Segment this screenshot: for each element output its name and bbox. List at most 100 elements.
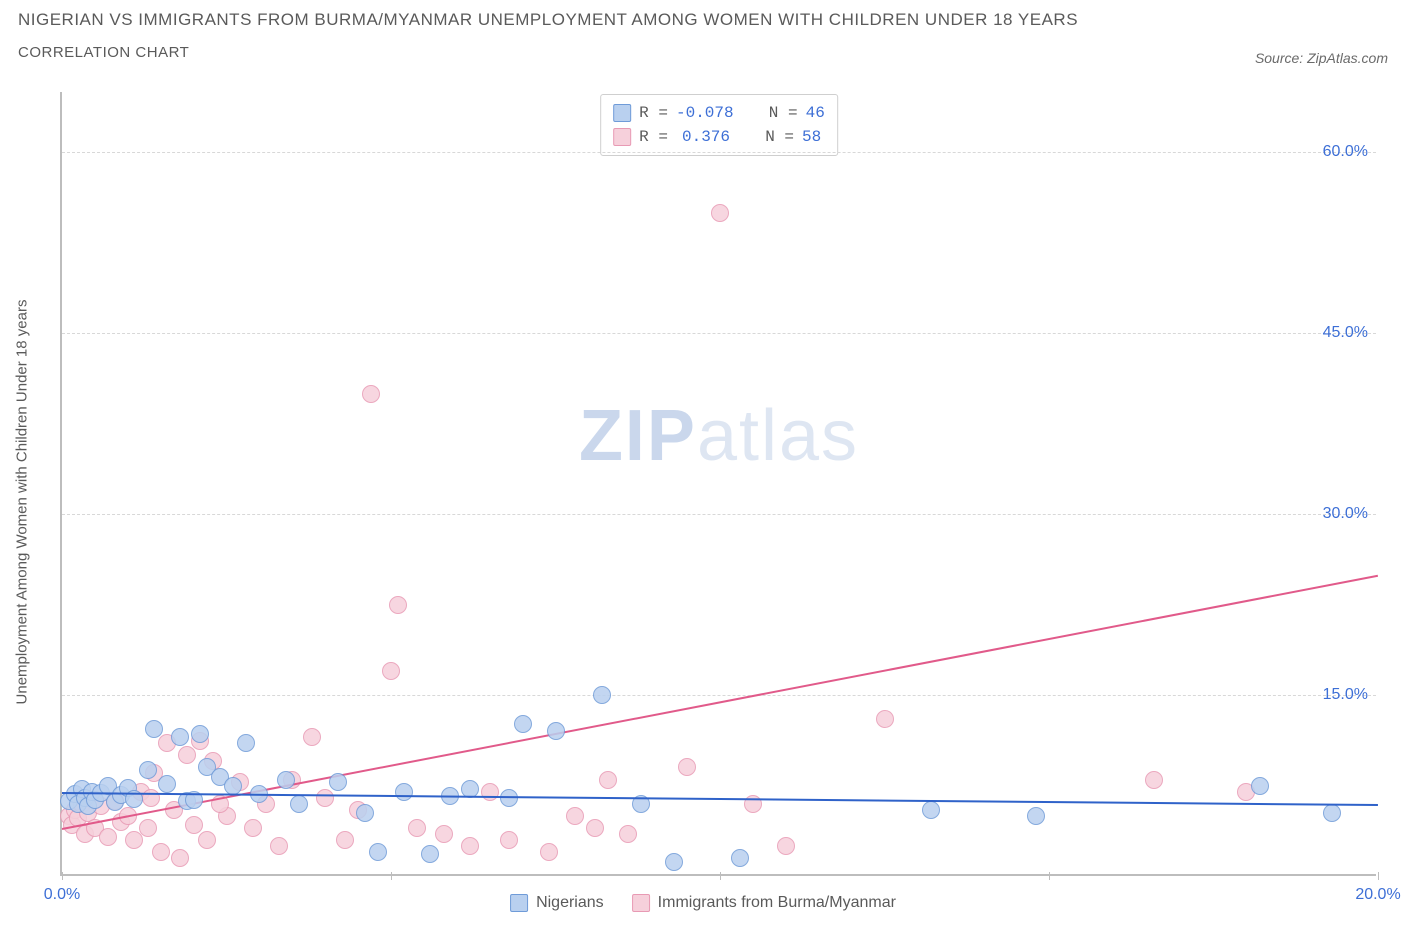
source-attribution: Source: ZipAtlas.com: [1255, 50, 1388, 66]
y-tick-label: 30.0%: [1323, 505, 1368, 523]
data-point-b: [152, 843, 170, 861]
x-tick-label: 0.0%: [44, 886, 80, 904]
data-point-a: [395, 783, 413, 801]
data-point-b: [362, 385, 380, 403]
legend-label-a: Nigerians: [536, 894, 604, 912]
stats-a-n-label: N =: [769, 101, 798, 125]
data-point-b: [540, 843, 558, 861]
data-point-b: [1145, 771, 1163, 789]
data-point-b: [711, 204, 729, 222]
legend-label-b: Immigrants from Burma/Myanmar: [658, 894, 896, 912]
gridline: [62, 152, 1376, 153]
x-tick-mark: [720, 872, 721, 880]
data-point-b: [599, 771, 617, 789]
stats-b-n-value: 58: [802, 125, 821, 149]
data-point-a: [514, 715, 532, 733]
data-point-b: [435, 825, 453, 843]
data-point-b: [408, 819, 426, 837]
data-point-a: [145, 720, 163, 738]
data-point-b: [316, 789, 334, 807]
data-point-b: [586, 819, 604, 837]
chart-container: Unemployment Among Women with Children U…: [18, 92, 1388, 912]
data-point-a: [224, 777, 242, 795]
stats-a-r-label: R =: [639, 101, 668, 125]
data-point-b: [876, 710, 894, 728]
data-point-b: [566, 807, 584, 825]
data-point-b: [142, 789, 160, 807]
data-point-a: [1251, 777, 1269, 795]
data-point-b: [185, 816, 203, 834]
data-point-b: [139, 819, 157, 837]
x-tick-mark: [391, 872, 392, 880]
chart-title-line2: CORRELATION CHART: [18, 44, 1078, 61]
legend-item-a: Nigerians: [510, 894, 604, 912]
x-tick-mark: [1378, 872, 1379, 880]
stats-row-a: R = -0.078 N = 46: [613, 101, 825, 125]
swatch-series-b: [613, 128, 631, 146]
watermark: ZIPatlas: [579, 395, 859, 477]
stats-b-r-label: R =: [639, 125, 668, 149]
data-point-b: [178, 746, 196, 764]
data-point-a: [277, 771, 295, 789]
x-tick-mark: [62, 872, 63, 880]
data-point-a: [593, 686, 611, 704]
data-point-a: [237, 734, 255, 752]
stats-b-r-value: 0.376: [676, 125, 730, 149]
legend-swatch-a: [510, 894, 528, 912]
data-point-a: [356, 804, 374, 822]
data-point-b: [777, 837, 795, 855]
data-point-a: [191, 725, 209, 743]
data-point-b: [678, 758, 696, 776]
watermark-zip: ZIP: [579, 396, 697, 476]
data-point-a: [731, 849, 749, 867]
legend-swatch-b: [632, 894, 650, 912]
gridline: [62, 514, 1376, 515]
gridline: [62, 695, 1376, 696]
data-point-a: [158, 775, 176, 793]
x-tick-mark: [1049, 872, 1050, 880]
stats-row-b: R = 0.376 N = 58: [613, 125, 825, 149]
x-tick-label: 20.0%: [1355, 886, 1400, 904]
data-point-b: [382, 662, 400, 680]
data-point-b: [244, 819, 262, 837]
legend-item-b: Immigrants from Burma/Myanmar: [632, 894, 896, 912]
data-point-b: [303, 728, 321, 746]
data-point-b: [500, 831, 518, 849]
data-point-b: [198, 831, 216, 849]
data-point-a: [1323, 804, 1341, 822]
stats-a-n-value: 46: [806, 101, 825, 125]
swatch-series-a: [613, 104, 631, 122]
data-point-a: [547, 722, 565, 740]
data-point-a: [665, 853, 683, 871]
data-point-b: [336, 831, 354, 849]
data-point-a: [922, 801, 940, 819]
gridline: [62, 333, 1376, 334]
chart-title-block: NIGERIAN VS IMMIGRANTS FROM BURMA/MYANMA…: [18, 10, 1078, 61]
data-point-a: [421, 845, 439, 863]
data-point-b: [99, 828, 117, 846]
source-prefix: Source:: [1255, 50, 1307, 66]
x-axis-legend: Nigerians Immigrants from Burma/Myanmar: [510, 894, 896, 912]
source-name: ZipAtlas.com: [1307, 50, 1388, 66]
data-point-a: [171, 728, 189, 746]
data-point-a: [369, 843, 387, 861]
y-tick-label: 45.0%: [1323, 324, 1368, 342]
y-tick-label: 60.0%: [1323, 143, 1368, 161]
y-axis-label: Unemployment Among Women with Children U…: [14, 300, 31, 705]
data-point-b: [270, 837, 288, 855]
data-point-b: [461, 837, 479, 855]
stats-b-n-label: N =: [765, 125, 794, 149]
data-point-b: [389, 596, 407, 614]
data-point-a: [1027, 807, 1045, 825]
data-point-a: [290, 795, 308, 813]
data-point-b: [171, 849, 189, 867]
data-point-b: [619, 825, 637, 843]
data-point-a: [139, 761, 157, 779]
watermark-atlas: atlas: [697, 396, 859, 476]
y-tick-label: 15.0%: [1323, 686, 1368, 704]
chart-title-line1: NIGERIAN VS IMMIGRANTS FROM BURMA/MYANMA…: [18, 10, 1078, 30]
plot-area: ZIPatlas R = -0.078 N = 46 R = 0.376 N =…: [60, 92, 1376, 876]
correlation-stats-box: R = -0.078 N = 46 R = 0.376 N = 58: [600, 94, 838, 156]
data-point-a: [329, 773, 347, 791]
stats-a-r-value: -0.078: [676, 101, 734, 125]
